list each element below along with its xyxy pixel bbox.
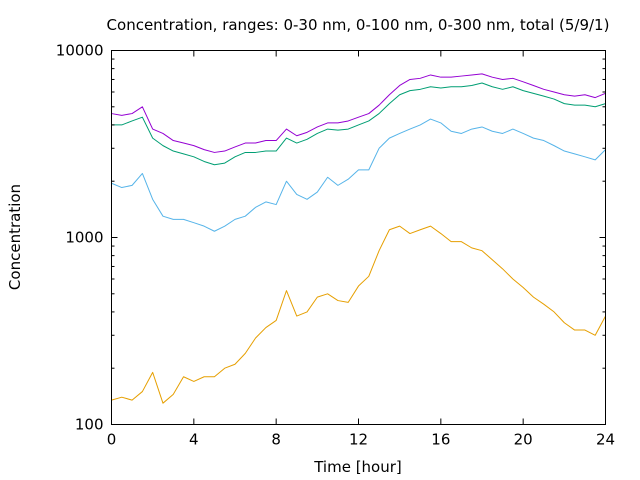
x-tick-label: 8 <box>271 431 281 449</box>
series-line-2 <box>111 118 606 232</box>
y-tick-label: 10000 <box>56 42 104 60</box>
x-tick-label: 20 <box>514 431 533 449</box>
y-tick-label: 1000 <box>65 229 103 247</box>
x-axis-label: Time [hour] <box>313 458 402 476</box>
x-tick-label: 4 <box>189 431 199 449</box>
y-tick-label: 100 <box>75 416 104 434</box>
x-tick-label: 16 <box>431 431 450 449</box>
series-line-3 <box>111 82 606 166</box>
x-tick-label: 0 <box>107 431 117 449</box>
chart-title: Concentration, ranges: 0-30 nm, 0-100 nm… <box>107 16 610 34</box>
series-line-1 <box>111 225 606 404</box>
x-tick-label: 24 <box>596 431 615 449</box>
series-line-4 <box>111 73 606 153</box>
plot-frame <box>111 50 606 425</box>
tick-layer: 100 1000 10000 0 4 8 12 16 20 24 <box>56 42 615 449</box>
y-axis-label: Concentration <box>6 184 24 290</box>
x-tick-label: 12 <box>349 431 368 449</box>
series-layer <box>111 73 606 404</box>
